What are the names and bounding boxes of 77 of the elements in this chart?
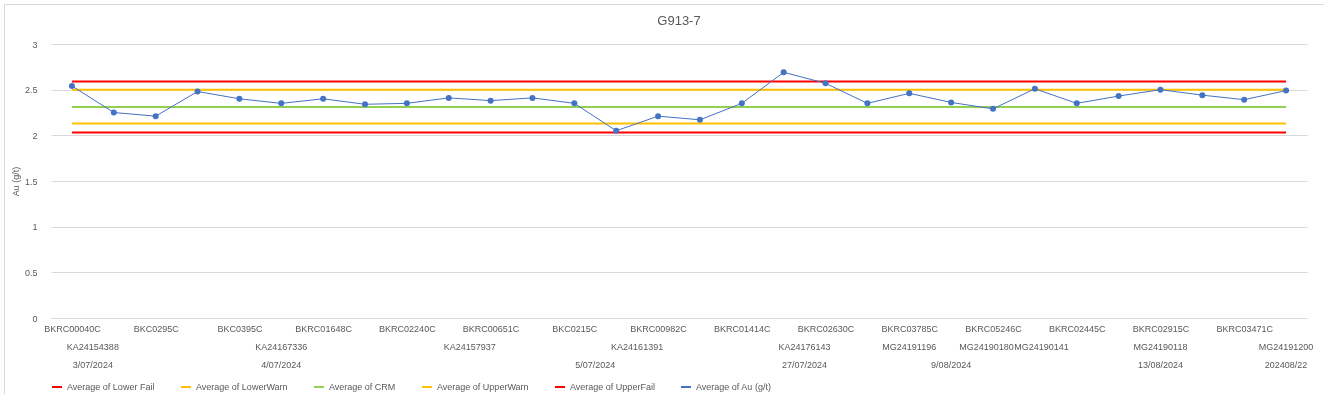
legend-label: Average of Lower Fail xyxy=(67,382,155,392)
y-tick-label: 2.5 xyxy=(24,85,38,96)
text: 3/07/2024 xyxy=(72,360,113,370)
point xyxy=(487,97,494,104)
y-axis-title: Au (g/t) xyxy=(10,166,21,197)
x-tick-label: BKRC00040C xyxy=(44,323,102,334)
point xyxy=(529,94,536,101)
x-tick-label: BKRC02445C xyxy=(1048,323,1106,334)
x-tick-label: BKRC03785C xyxy=(881,323,939,334)
point xyxy=(1157,86,1164,93)
point xyxy=(780,69,787,76)
x-tick-label: BKRC02630C xyxy=(797,323,855,334)
text: KA24161391 xyxy=(611,342,664,352)
x-tick-label: BKRC03471C xyxy=(1216,323,1274,334)
y-tick-label: 0.5 xyxy=(24,267,38,278)
point xyxy=(571,100,578,107)
x-tick-label: BKC0295C xyxy=(133,323,180,334)
y-tick-label: 3 xyxy=(32,39,38,50)
point xyxy=(236,95,243,102)
point xyxy=(1241,96,1248,103)
point xyxy=(738,100,745,107)
point xyxy=(655,113,662,120)
text: MG24191196 xyxy=(882,342,937,352)
text: 5/07/2024 xyxy=(575,360,616,370)
x-tick-label: BKRC05246C xyxy=(965,323,1023,334)
y-tick-label: 1.5 xyxy=(24,176,38,187)
point xyxy=(278,100,285,107)
point xyxy=(1199,92,1206,99)
text: 9/08/2024 xyxy=(931,360,972,370)
y-tick-label: 0 xyxy=(32,313,38,324)
legend-label: Average of CRM xyxy=(329,382,396,392)
text: MG24191200 xyxy=(1258,342,1314,352)
text: 4/07/2024 xyxy=(261,360,302,370)
text: 202408/22 xyxy=(1264,360,1308,370)
point xyxy=(990,105,996,112)
text: KA24154388 xyxy=(66,342,119,352)
text: KA24157937 xyxy=(443,342,496,352)
x-tick-label: BKC0215C xyxy=(552,323,598,334)
text: KA24167336 xyxy=(255,342,308,352)
chart-title: G913-7 xyxy=(657,13,701,28)
point xyxy=(1031,85,1038,92)
y-tick-label: 2 xyxy=(32,130,38,141)
point xyxy=(1283,87,1290,94)
legend-label: Average of Au (g/t) xyxy=(696,382,771,392)
text: MG24190180 xyxy=(959,342,1014,352)
text: KA24176143 xyxy=(778,342,831,352)
point xyxy=(1073,100,1080,107)
legend-label: Average of LowerWarn xyxy=(196,382,288,392)
x-tick-label: BKRC01414C xyxy=(714,323,772,334)
legend-label: Average of UpperWarn xyxy=(437,382,529,392)
x-tick-label: BKRC00982C xyxy=(630,323,688,334)
point xyxy=(320,95,327,102)
point xyxy=(68,83,75,90)
point xyxy=(822,80,829,87)
x-tick-label: BKC0395C xyxy=(217,323,263,334)
text: 13/08/2024 xyxy=(1137,360,1183,370)
y-tick-label: 1 xyxy=(32,222,38,233)
point xyxy=(613,127,620,134)
x-tick-label: BKRC02240C xyxy=(379,323,437,334)
text: 27/07/2024 xyxy=(782,360,828,370)
point xyxy=(362,101,368,108)
point xyxy=(194,88,201,95)
point xyxy=(948,99,955,106)
point xyxy=(1115,93,1122,100)
point xyxy=(110,109,117,116)
x-tick-label: BKRC02915C xyxy=(1132,323,1190,334)
text: MG24190141 xyxy=(1014,342,1069,352)
legend-label: Average of UpperFail xyxy=(570,382,655,392)
point xyxy=(696,116,703,123)
point xyxy=(403,100,410,107)
point xyxy=(152,113,159,120)
x-tick-label: BKRC00651C xyxy=(462,323,520,334)
text: MG24190118 xyxy=(1133,342,1188,352)
point xyxy=(906,90,913,97)
x-tick-label: BKRC01648C xyxy=(295,323,353,334)
point xyxy=(445,94,452,101)
point xyxy=(864,100,871,107)
